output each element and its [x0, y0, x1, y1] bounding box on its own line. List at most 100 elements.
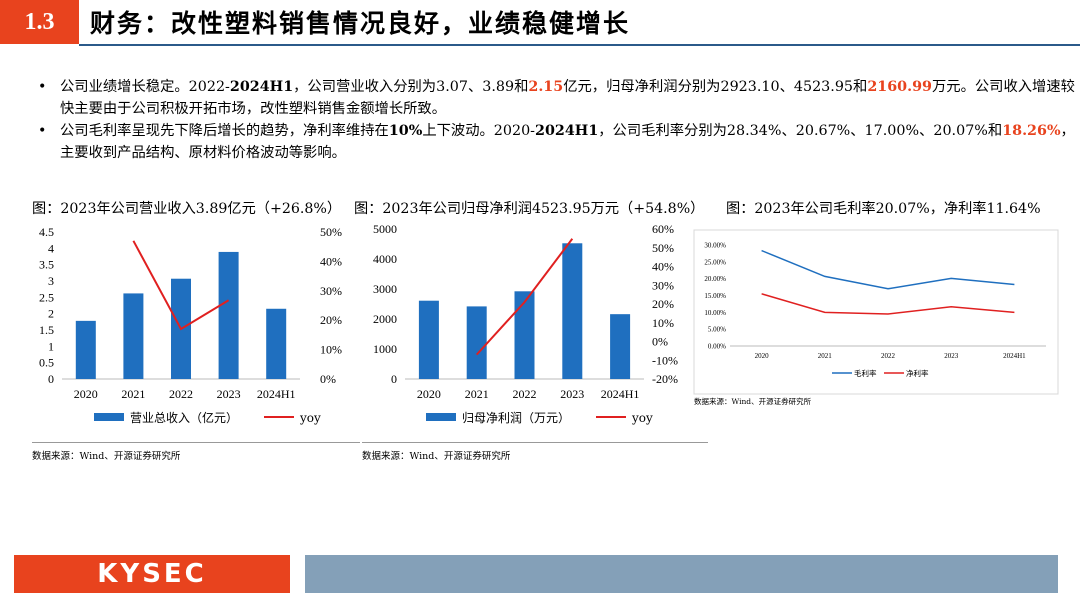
- y-tick-label-right: 0%: [652, 335, 668, 349]
- x-tick-label: 2024H1: [1003, 352, 1026, 360]
- y-tick-label-left: 2: [48, 307, 54, 321]
- kysec-logo: KYSEC: [97, 559, 207, 589]
- x-tick-label: 2020: [417, 387, 441, 401]
- chart3-source: 数据来源：Wind、开源证券研究所: [694, 397, 812, 406]
- bar: [466, 306, 487, 379]
- y-tick-label-left: 3: [48, 274, 54, 288]
- bar: [75, 320, 96, 379]
- y-tick-label-right: 0%: [320, 372, 336, 386]
- chart2-source-rule: [362, 442, 708, 443]
- y-tick-label: 5.00%: [708, 326, 726, 334]
- x-tick-label: 2021: [465, 387, 489, 401]
- bullet-revenue: 公司业绩增长稳定。2022-2024H1，公司营业收入分别为3.07、3.89和…: [38, 76, 1078, 120]
- y-tick-label-left: 1: [48, 339, 54, 353]
- title-underline: [79, 44, 1080, 46]
- yoy-line: [475, 238, 574, 356]
- bullet-text-run: ，公司营业收入分别为3.07、3.89和: [293, 79, 529, 95]
- bullet-text-run: 公司毛利率呈现先下降后增长的趋势，净利率维持在: [60, 123, 389, 139]
- y-tick-label-left: 3000: [373, 282, 397, 296]
- bullet-text-run: 公司业绩增长稳定。2022-: [60, 79, 230, 95]
- legend-label-net: 净利率: [906, 368, 929, 378]
- bullet-text-run: 上下波动。2020-: [422, 123, 536, 139]
- series-line-net-margin: [761, 293, 1015, 315]
- y-tick-label-right: 60%: [652, 222, 674, 236]
- footer-brand-bar: [14, 555, 290, 593]
- y-tick-label-left: 5000: [373, 222, 397, 236]
- x-tick-label: 2023: [944, 352, 959, 360]
- y-tick-label-right: 50%: [652, 241, 674, 255]
- x-tick-label: 2024H1: [601, 387, 640, 401]
- y-tick-label-right: -20%: [652, 372, 678, 386]
- bullet-text-run: 2024H1: [229, 79, 294, 95]
- bar: [562, 243, 583, 379]
- x-tick-label: 2020: [755, 352, 770, 360]
- x-tick-label: 2023: [560, 387, 584, 401]
- bullet-text-run: 2024H1: [535, 123, 599, 139]
- y-tick-label-left: 1000: [373, 342, 397, 356]
- bullet-text-run: ，主要收到产品结构、原材料价格波动等影响。: [60, 123, 1075, 161]
- y-tick-label-left: 3.5: [39, 258, 54, 272]
- section-number-badge: 1.3: [0, 0, 79, 44]
- x-tick-label: 2022: [513, 387, 537, 401]
- bullet-text-run: 10%: [388, 123, 423, 139]
- y-tick-label-left: 2.5: [39, 290, 54, 304]
- margin-chart: 0.00% 5.00% 10.00% 15.00% 20.00% 25.00% 30.00%…: [693, 229, 1059, 395]
- y-tick-label-left: 0: [391, 372, 397, 386]
- bar: [218, 251, 239, 379]
- y-tick-label-left: 1.5: [39, 323, 54, 337]
- chart2-source: 数据来源：Wind、开源证券研究所: [362, 451, 511, 462]
- bar: [610, 314, 631, 379]
- footer-blue-bar: [305, 555, 1058, 593]
- x-tick-label: 2021: [818, 352, 833, 360]
- net-profit-chart: 0 1000 2000 3000 4000 5000 -20% -10% 0% 10% 20% 30%…: [373, 222, 678, 425]
- y-tick-label-right: 20%: [320, 313, 342, 327]
- bullet-text-run: 2160.99: [867, 79, 932, 95]
- y-tick-label-left: 4: [48, 241, 54, 255]
- legend-label-line: yoy: [299, 411, 321, 425]
- legend-label-gross: 毛利率: [854, 368, 877, 378]
- x-tick-label: 2024H1: [257, 387, 296, 401]
- y-tick-label-right: 10%: [652, 316, 674, 330]
- yoy-line: [132, 240, 230, 331]
- chart1-caption: 图：2023年公司营业收入3.89亿元（+26.8%）: [32, 201, 342, 217]
- x-tick-label: 2022: [881, 352, 896, 360]
- y-tick-label: 20.00%: [704, 275, 726, 283]
- y-tick-label-right: 30%: [320, 284, 342, 298]
- legend-swatch-bar: [94, 413, 124, 421]
- page-title: 财务：改性塑料销售情况良好，业绩稳健增长: [90, 9, 631, 38]
- series-line-gross-margin: [761, 249, 1015, 290]
- legend-label-bar: 归母净利润（万元）: [462, 411, 570, 425]
- y-tick-label-right: -10%: [652, 353, 678, 367]
- legend-swatch-bar: [426, 413, 456, 421]
- y-tick-label-right: 50%: [320, 225, 342, 239]
- chart1-source-rule: [32, 442, 360, 443]
- bullet-margin: 公司毛利率呈现先下降后增长的趋势，净利率维持在10%上下波动。2020-2024…: [38, 120, 1078, 164]
- y-tick-label-right: 40%: [652, 260, 674, 274]
- x-tick-label: 2023: [217, 387, 241, 401]
- bar: [123, 293, 144, 379]
- bullet-text-run: ，公司毛利率分别为28.34%、20.67%、17.00%、20.07%和: [598, 123, 1003, 139]
- summary-bullets: 公司业绩增长稳定。2022-2024H1，公司营业收入分别为3.07、3.89和…: [38, 76, 1078, 164]
- chart3-frame: [693, 229, 1059, 395]
- legend-label-line: yoy: [631, 411, 653, 425]
- bullet-text-run: 亿元，归母净利润分别为2923.10、4523.95和: [563, 79, 868, 95]
- y-tick-label-left: 2000: [373, 312, 397, 326]
- x-tick-label: 2021: [121, 387, 145, 401]
- bullet-text-run: 18.26%: [1002, 123, 1061, 139]
- legend-label-bar: 营业总收入（亿元）: [130, 410, 238, 425]
- chart1-source: 数据来源：Wind、开源证券研究所: [32, 451, 181, 462]
- y-tick-label-right: 10%: [320, 343, 342, 357]
- y-tick-label: 10.00%: [704, 309, 726, 317]
- bar: [266, 308, 287, 379]
- y-tick-label-left: 0: [48, 372, 54, 386]
- bullet-text-run: 2.15: [528, 79, 564, 95]
- y-tick-label: 0.00%: [708, 343, 726, 351]
- revenue-chart: 0 0.5 1 1.5 2 2.5 3 3.5 4 4.5 0% 10% 20% 30% 40% 50% 202…: [39, 225, 342, 425]
- x-tick-label: 2020: [74, 387, 98, 401]
- bullet-text-run: 万元。公司收入增速较快主要由于公司积极开拓市场，改性塑料销售金额增长所致。: [60, 79, 1075, 117]
- y-tick-label: 15.00%: [704, 292, 726, 300]
- y-tick-label-right: 20%: [652, 297, 674, 311]
- chart2-caption: 图：2023年公司归母净利润4523.95万元（+54.8%）: [354, 201, 705, 217]
- y-tick-label: 30.00%: [704, 242, 726, 250]
